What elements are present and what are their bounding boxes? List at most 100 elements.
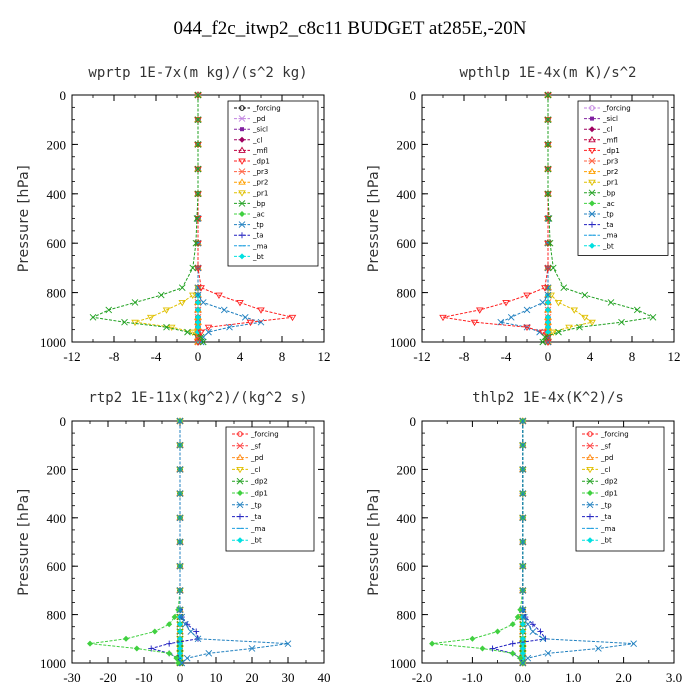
legend-item: _ma (234, 242, 268, 250)
data-point (194, 165, 202, 173)
data-point (183, 654, 191, 662)
data-point (554, 300, 563, 307)
data-point (544, 92, 552, 99)
legend-label: _bp (602, 189, 616, 197)
legend-item: _ma (232, 525, 266, 533)
data-point (519, 587, 527, 594)
data-point (519, 562, 527, 570)
data-point (187, 628, 195, 635)
series-line (89, 421, 181, 664)
chart-panel-wpthlp: wpthlp 1E-4x(m K)/s^2 Pressure [hPa] 0 200 4… (366, 65, 681, 364)
legend-box (225, 426, 315, 552)
data-point (176, 441, 184, 449)
legend-marker (236, 453, 244, 461)
data-point (519, 606, 527, 614)
legend-item: _bt (584, 242, 614, 250)
data-point (205, 650, 213, 657)
legend-marker (237, 490, 243, 496)
legend-item: _forcing (582, 431, 629, 439)
legend-label: _dp1 (250, 490, 268, 498)
data-point (570, 307, 579, 314)
data-point (87, 640, 93, 647)
legend-marker (239, 136, 245, 143)
legend-item: _forcing (232, 431, 279, 439)
legend-label: _ma (252, 242, 268, 250)
legend-marker (589, 242, 595, 249)
data-point (595, 645, 602, 652)
data-point (177, 650, 183, 657)
data-point (176, 417, 184, 425)
legend-marker (588, 167, 596, 175)
data-point (195, 306, 201, 313)
data-point (529, 628, 537, 635)
legend-label: _mfl (602, 136, 618, 144)
legend-label: _ma (602, 232, 618, 240)
legend-label: _forcing (600, 431, 629, 439)
y-tick-label: 600 (397, 559, 417, 574)
legend-label: _pr2 (252, 179, 268, 187)
legend-label: _cl (602, 126, 612, 134)
data-point (173, 655, 180, 662)
data-point (177, 635, 183, 642)
x-tick-label: -4 (151, 349, 162, 364)
chart-panel-rtp2: rtp2 1E-11x(kg^2)/(kg^2 s) Pressure [hPa]… (16, 390, 331, 685)
data-point (544, 339, 552, 346)
y-tick-label: 0 (60, 88, 67, 103)
legend-label: _pd (252, 115, 265, 123)
legend-item: _sicl (584, 115, 618, 123)
y-tick-label: 200 (397, 137, 417, 152)
data-point (618, 318, 625, 326)
series-ta (489, 418, 549, 666)
y-tick-label: 200 (47, 137, 67, 152)
series-line (499, 95, 549, 342)
legend-box (575, 426, 665, 552)
legend-label: _cl (600, 466, 610, 474)
x-tick-label: 40 (318, 670, 331, 685)
series-bp (539, 91, 657, 346)
x-tick-label: -8 (459, 349, 470, 364)
legend-marker (237, 537, 243, 544)
data-point (197, 333, 205, 341)
legend-item: _dp1 (582, 490, 618, 498)
data-point (188, 292, 197, 299)
legend-item: _dp1 (232, 490, 268, 498)
legend-item: _dp1 (584, 147, 620, 155)
data-point (131, 299, 139, 306)
data-point (544, 165, 552, 173)
data-point (176, 606, 184, 614)
legend-item: _pd (582, 453, 613, 462)
x-tick-label: 8 (279, 349, 286, 364)
legend-item: _mfl (234, 146, 268, 155)
data-point (220, 306, 228, 314)
series-dp1 (87, 418, 183, 666)
panel-title: wprtp 1E-7x(m kg)/(s^2 kg) (88, 65, 307, 81)
y-axis-label: Pressure [hPa] (366, 488, 382, 595)
data-point (284, 640, 292, 647)
data-point (519, 441, 527, 449)
legend-label: _bt (600, 537, 612, 545)
legend-label: _bt (602, 242, 614, 250)
legend-item: _bp (584, 189, 616, 197)
data-point (539, 299, 547, 306)
y-tick-label: 400 (47, 511, 67, 526)
x-tick-label: 0 (177, 670, 184, 685)
legend-item: _ma (584, 232, 618, 240)
data-point (257, 307, 265, 314)
data-point (148, 645, 155, 652)
data-point (520, 613, 528, 621)
legend-label: _mfl (252, 147, 268, 155)
legend-marker (236, 477, 244, 485)
data-point (507, 313, 515, 321)
data-point (539, 635, 547, 643)
legend-item: _ta (582, 513, 612, 521)
data-point (194, 339, 202, 346)
y-axis-label: Pressure [hPa] (16, 165, 32, 272)
data-point (205, 328, 212, 336)
data-point (215, 292, 223, 299)
data-point (199, 299, 207, 306)
y-tick-label: 0 (410, 88, 417, 103)
data-point (176, 514, 184, 522)
legend-label: _ac (252, 211, 265, 219)
chart-panel-thlp2: thlp2 1E-4x(K^2)/s Pressure [hPa] 0 200 400 6… (366, 390, 682, 685)
legend-label: _tp (252, 221, 264, 229)
